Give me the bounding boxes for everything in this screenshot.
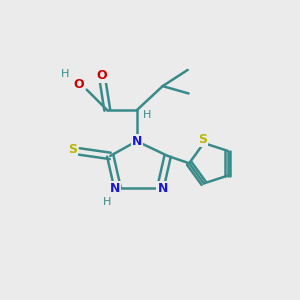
Text: O: O — [96, 69, 107, 82]
Text: N: N — [132, 135, 142, 148]
Text: H: H — [61, 69, 70, 79]
Text: S: S — [68, 143, 77, 157]
Text: N: N — [110, 182, 120, 195]
Text: H: H — [103, 196, 112, 206]
Text: O: O — [73, 78, 84, 91]
Text: N: N — [158, 182, 168, 195]
Text: H: H — [143, 110, 151, 120]
Text: S: S — [198, 133, 207, 146]
